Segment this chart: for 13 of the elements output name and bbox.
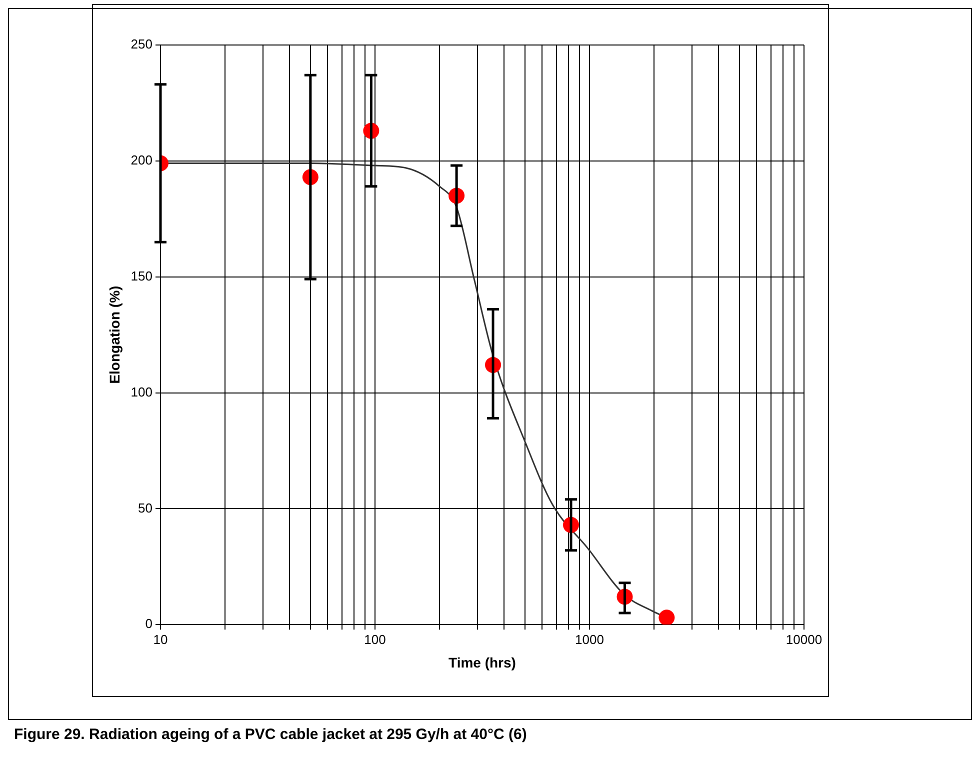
x-tick-label: 100 bbox=[364, 632, 386, 647]
y-tick-label: 150 bbox=[130, 268, 152, 284]
y-axis-title: Elongation (%) bbox=[106, 286, 122, 384]
x-tick-label: 10 bbox=[153, 632, 168, 647]
y-tick-label: 250 bbox=[130, 36, 152, 52]
caption: Figure 29. Radiation ageing of a PVC cable jacket at 295 Gy/h at 40°C (6) bbox=[14, 726, 527, 743]
y-tick-label: 100 bbox=[130, 384, 152, 400]
x-axis-title: Time (hrs) bbox=[448, 654, 516, 670]
y-tick-label: 200 bbox=[130, 152, 152, 168]
x-tick-label: 10000 bbox=[786, 632, 822, 647]
x-tick-label: 1000 bbox=[575, 632, 604, 647]
y-tick-label: 50 bbox=[138, 500, 152, 516]
y-tick-label: 0 bbox=[145, 616, 152, 632]
